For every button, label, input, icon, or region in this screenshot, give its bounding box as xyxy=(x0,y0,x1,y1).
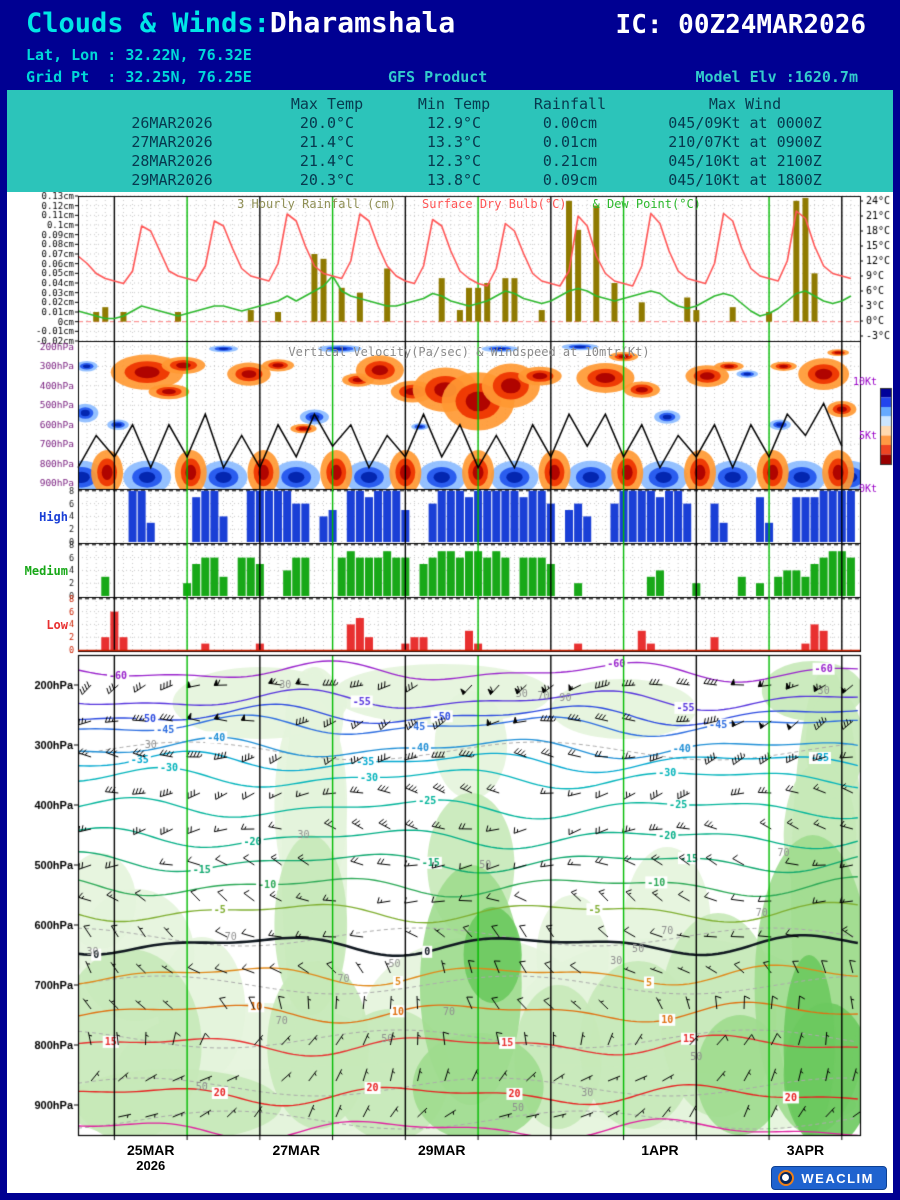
table-cell: 26MAR2026 xyxy=(131,114,213,132)
table-cell: 20.3°C xyxy=(299,171,355,189)
panel1-title: 3 Hourly Rainfall (cm) Surface Dry Bulb(°… xyxy=(78,197,860,211)
forecast-table-row: 29MAR2026 20.3°C 13.8°C 0.09cm 045/10Kt at 1… xyxy=(0,171,900,190)
cloud-medium-label: Medium xyxy=(24,564,68,578)
page-border-right xyxy=(893,0,900,1200)
title-location: Dharamshala xyxy=(269,6,456,39)
table-cell: 12.9°C xyxy=(426,114,482,132)
x-axis-label: 27MAR xyxy=(272,1142,320,1158)
column-header: Rainfall xyxy=(533,95,607,113)
forecast-table-row: 26MAR2026 20.0°C 12.9°C 0.00cm 045/09Kt at 0… xyxy=(0,114,900,133)
column-header xyxy=(88,95,256,114)
init-condition-label: IC: 00Z24MAR2026 xyxy=(615,10,866,40)
page-title: Clouds & Winds:Dharamshala xyxy=(26,6,455,39)
weaclim-logo-text: WEACLIM xyxy=(801,1170,874,1186)
table-cell: 13.3°C xyxy=(426,133,482,151)
grid-pt-label: Grid Pt : 32.25N, 76.25E xyxy=(26,68,252,86)
x-axis-label: 25MAR 2026 xyxy=(127,1142,175,1173)
table-cell: 28MAR2026 xyxy=(131,152,213,170)
table-cell: 045/10Kt at 1800Z xyxy=(668,171,822,189)
table-cell: 21.4°C xyxy=(299,133,355,151)
weaclim-logo-badge: WEACLIM xyxy=(771,1166,887,1190)
weaclim-logo-icon xyxy=(778,1170,795,1186)
model-elev-label: Model Elv :1620.7m xyxy=(695,68,858,86)
gutter xyxy=(0,95,88,114)
product-label: GFS Product xyxy=(388,68,488,86)
panel1-title-part: Surface Dry Bulb(°C) xyxy=(422,197,567,211)
table-cell: 20.0°C xyxy=(299,114,355,132)
table-cell: 045/10Kt at 2100Z xyxy=(668,152,822,170)
table-cell: 210/07Kt at 0900Z xyxy=(668,133,822,151)
table-cell: 21.4°C xyxy=(299,152,355,170)
gutter xyxy=(0,114,88,133)
forecast-table-row: 28MAR2026 21.4°C 12.3°C 0.21cm 045/10Kt at 2… xyxy=(0,152,900,171)
table-cell: 13.8°C xyxy=(426,171,482,189)
cloud-high-label: High xyxy=(39,510,68,524)
table-cell: 27MAR2026 xyxy=(131,133,213,151)
weaclim-logo: WEACLIM xyxy=(771,1166,887,1190)
table-cell: 29MAR2026 xyxy=(131,171,213,189)
forecast-table-header-row: Max Temp Min Temp Rainfall Max Wind xyxy=(0,95,900,114)
x-axis-label: 3APR xyxy=(786,1142,825,1158)
forecast-table-row: 27MAR2026 21.4°C 13.3°C 0.01cm 210/07Kt at 0… xyxy=(0,133,900,152)
x-axis-label: 1APR xyxy=(641,1142,679,1158)
table-cell: 0.00cm xyxy=(542,114,598,132)
title-prefix: Clouds & Winds: xyxy=(26,8,270,39)
column-header: Max Wind xyxy=(708,95,782,113)
forecast-table: Max Temp Min Temp Rainfall Max Wind 26MAR202… xyxy=(0,90,900,192)
page-border-bottom xyxy=(0,1193,900,1200)
table-cell: 045/09Kt at 0000Z xyxy=(668,114,822,132)
gutter xyxy=(0,133,88,152)
panel1-title-part: & Dew Point(°C) xyxy=(592,197,701,211)
table-cell: 0.01cm xyxy=(542,133,598,151)
table-cell: 0.09cm xyxy=(542,171,598,189)
panel2-title: Vertical Velocity(Pa/sec) & Windspeed at… xyxy=(288,345,650,359)
gutter xyxy=(0,152,88,171)
header: Clouds & Winds:Dharamshala IC: 00Z24MAR2… xyxy=(0,0,900,90)
x-axis-year-label: 2026 xyxy=(136,1158,166,1173)
column-header: Min Temp xyxy=(417,95,491,113)
x-axis: 25MAR 2026 27MAR 29MAR 1APR 3APR xyxy=(0,1142,900,1178)
x-axis-label: 29MAR xyxy=(417,1142,466,1158)
page-border-left xyxy=(0,0,7,1200)
cloud-low-label: Low xyxy=(46,618,68,632)
column-header: Max Temp xyxy=(290,95,364,113)
lat-lon-label: Lat, Lon : 32.22N, 76.32E xyxy=(26,46,252,64)
panel1-title-part: 3 Hourly Rainfall (cm) xyxy=(237,197,397,211)
table-cell: 0.21cm xyxy=(542,152,598,170)
gutter xyxy=(0,171,88,190)
meteogram-canvas xyxy=(0,192,900,1152)
table-cell: 12.3°C xyxy=(426,152,482,170)
page-border-top xyxy=(0,0,900,7)
